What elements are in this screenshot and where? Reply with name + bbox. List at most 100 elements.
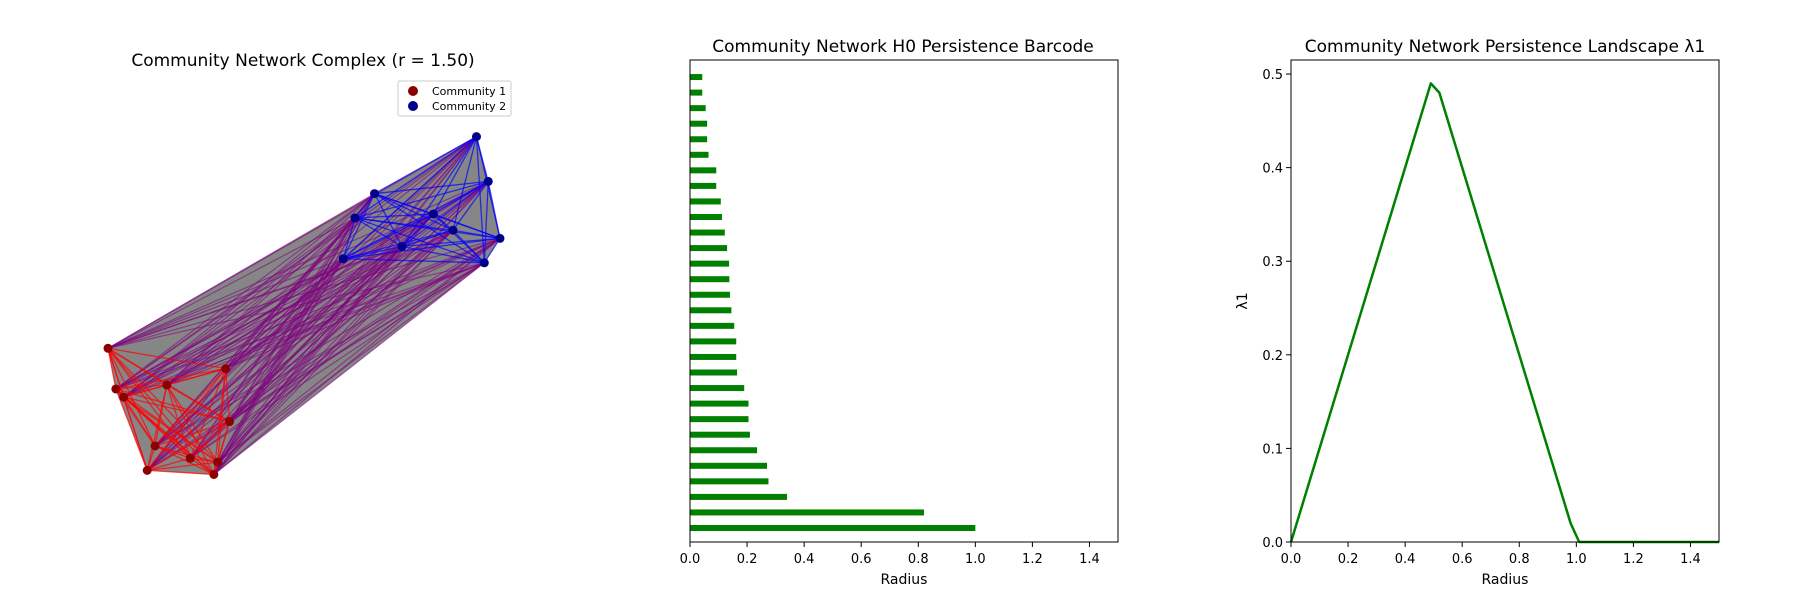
network-edge — [374, 180, 489, 195]
network-edge — [166, 136, 477, 386]
barcode-bar — [690, 214, 722, 220]
barcode-bar — [690, 478, 769, 485]
network-edge — [342, 193, 376, 260]
network-edge — [107, 180, 489, 349]
landscape-y-tick-label: 0.4 — [1262, 162, 1283, 177]
network-edge — [213, 136, 477, 475]
node-community-1 — [150, 441, 160, 451]
network-edge — [123, 367, 226, 398]
network-edge — [217, 180, 489, 463]
network-edge — [354, 136, 477, 219]
barcode-panel: Community Network H0 Persistence Barcode… — [680, 37, 1119, 588]
network-edge — [123, 396, 230, 423]
network-edge — [154, 384, 168, 447]
barcode-x-tick-label: 1.2 — [1022, 552, 1043, 567]
network-edge — [452, 229, 501, 240]
network-edge — [189, 136, 477, 459]
network-edge — [401, 180, 489, 248]
network-edge — [107, 348, 117, 390]
barcode-bar — [690, 229, 725, 236]
legend-marker-community-1 — [408, 86, 418, 96]
network-edge — [401, 136, 478, 247]
landscape-x-tick-label: 0.8 — [1509, 552, 1530, 567]
network-edge — [107, 258, 344, 349]
node-community-1 — [119, 392, 129, 402]
landscape-panel: Community Network Persistence Landscape … — [1235, 37, 1720, 588]
barcode-bar — [690, 245, 728, 252]
network-panel: Community Network Complex (r = 1.50) Com… — [103, 51, 512, 479]
node-community-1 — [111, 384, 121, 394]
network-edge — [123, 262, 485, 398]
landscape-title: Community Network Persistence Landscape … — [1305, 37, 1705, 57]
network-edge — [146, 237, 501, 471]
network-edge — [229, 237, 501, 423]
network-edge — [115, 258, 344, 390]
network-edge — [123, 193, 375, 398]
network-edge — [433, 180, 489, 215]
landscape-x-ticks: 0.0 0.2 0.4 0.6 0.8 1.0 1.2 1.4 — [1281, 542, 1701, 567]
network-edge — [342, 136, 477, 260]
barcode-bar — [690, 198, 721, 205]
network-edge — [147, 469, 214, 476]
network-edge — [166, 384, 219, 463]
network-edge — [189, 421, 230, 459]
network-edge — [229, 136, 477, 422]
network-edge — [229, 180, 489, 422]
network-edge — [166, 384, 191, 459]
network-edge — [487, 181, 501, 239]
network-edge — [123, 136, 477, 398]
barcode-x-tick-label: 0.4 — [794, 552, 815, 567]
network-edge — [189, 368, 227, 459]
barcode-bar — [690, 447, 758, 454]
network-nodes — [103, 132, 505, 479]
node-community-2 — [479, 258, 489, 268]
network-edge — [401, 229, 454, 248]
network-edge — [189, 262, 485, 459]
node-community-1 — [103, 343, 113, 353]
network-edge — [123, 396, 156, 447]
landscape-x-tick-label: 0.6 — [1452, 552, 1473, 567]
node-community-2 — [338, 254, 348, 264]
network-edge — [123, 229, 454, 398]
landscape-x-tick-label: 1.0 — [1566, 552, 1587, 567]
network-edge — [343, 237, 501, 260]
network-edge — [189, 237, 501, 459]
network-edge — [401, 245, 485, 264]
node-community-2 — [370, 189, 380, 199]
network-edge — [123, 245, 403, 398]
network-edge — [342, 217, 356, 259]
network-edge — [146, 420, 230, 471]
barcode-x-tick-label: 1.0 — [965, 552, 986, 567]
node-community-1 — [213, 457, 223, 467]
barcode-bar — [690, 385, 745, 392]
network-edge — [224, 368, 231, 422]
network-edge — [115, 367, 226, 390]
network-edge — [217, 258, 344, 463]
landscape-x-label: Radius — [1482, 572, 1529, 588]
barcode-x-tick-label: 0.2 — [737, 552, 758, 567]
barcode-bar — [690, 400, 749, 407]
landscape-x-tick-label: 0.0 — [1281, 552, 1302, 567]
legend-label-community-2: Community 2 — [432, 100, 506, 113]
barcode-bar — [690, 322, 735, 329]
network-edge — [342, 213, 434, 260]
barcode-bar — [690, 182, 717, 189]
network-edge — [115, 193, 375, 390]
barcode-bar — [690, 462, 768, 469]
landscape-x-tick-label: 1.4 — [1680, 552, 1701, 567]
network-edge — [401, 213, 434, 247]
landscape-axes-frame — [1290, 59, 1720, 543]
network-edge — [343, 258, 485, 264]
barcode-bar — [690, 416, 749, 423]
node-community-2 — [428, 209, 438, 219]
network-edge — [213, 262, 485, 475]
barcode-bar — [690, 276, 730, 283]
node-community-1 — [209, 469, 219, 479]
network-edge — [354, 180, 489, 219]
barcode-x-tick-label: 0.0 — [680, 552, 701, 567]
node-community-2 — [471, 132, 481, 142]
network-edge — [154, 368, 227, 447]
barcode-bar — [690, 291, 730, 298]
barcode-title: Community Network H0 Persistence Barcode — [712, 37, 1094, 57]
barcode-bars — [690, 74, 976, 531]
